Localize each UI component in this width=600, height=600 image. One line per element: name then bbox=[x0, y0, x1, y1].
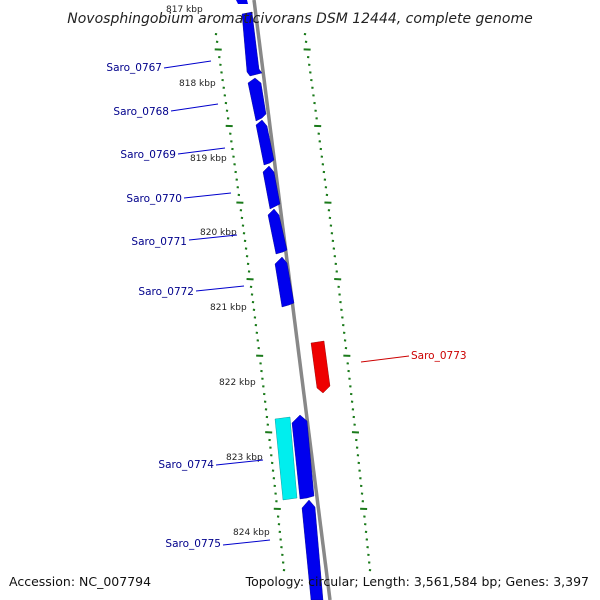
gene-arrow-pre-0767[interactable] bbox=[236, 0, 248, 4]
callout-saro-0773 bbox=[360, 355, 410, 363]
gene-arrow-saro-0769[interactable] bbox=[255, 119, 275, 166]
callout-saro-0768 bbox=[170, 103, 219, 112]
kbp-label-817: 817 kbp bbox=[166, 5, 203, 15]
gene-labels: Saro_0767 Saro_0768 Saro_0769 Saro_0770 … bbox=[106, 62, 466, 550]
accession-text: Accession: NC_007794 bbox=[9, 574, 151, 589]
gene-label-saro-0774[interactable]: Saro_0774 bbox=[158, 459, 214, 471]
callout-saro-0774 bbox=[215, 459, 264, 466]
kbp-labels: 817 kbp 818 kbp 819 kbp 820 kbp 821 kbp … bbox=[166, 5, 270, 538]
callout-saro-0772 bbox=[195, 285, 245, 292]
tick-row-outer bbox=[303, 33, 372, 572]
callout-saro-0769 bbox=[177, 147, 226, 155]
callout-saro-0767 bbox=[163, 60, 212, 69]
kbp-label-821: 821 kbp bbox=[210, 303, 247, 313]
kbp-label-819: 819 kbp bbox=[190, 154, 227, 164]
tick-row-inner bbox=[214, 33, 286, 572]
gene-label-saro-0769[interactable]: Saro_0769 bbox=[120, 149, 176, 161]
gene-label-saro-0770[interactable]: Saro_0770 bbox=[126, 193, 182, 205]
callout-saro-0775 bbox=[222, 539, 271, 546]
callout-saro-0771 bbox=[188, 234, 238, 241]
gene-label-saro-0768[interactable]: Saro_0768 bbox=[113, 106, 169, 118]
gene-label-saro-0771[interactable]: Saro_0771 bbox=[131, 236, 187, 248]
gene-arrow-saro-0774[interactable] bbox=[274, 416, 298, 501]
gene-label-saro-0773[interactable]: Saro_0773 bbox=[411, 350, 467, 362]
gene-arrow-saro-0772[interactable] bbox=[274, 256, 295, 308]
gene-arrow-saro-0768[interactable] bbox=[247, 77, 267, 122]
gene-features bbox=[236, 0, 331, 600]
map-title: Novosphingobium aromaticivorans DSM 1244… bbox=[67, 11, 532, 27]
gene-label-saro-0767[interactable]: Saro_0767 bbox=[106, 62, 162, 74]
gene-arrow-saro-0770[interactable] bbox=[262, 165, 281, 210]
gene-label-saro-0772[interactable]: Saro_0772 bbox=[138, 286, 194, 298]
kbp-label-824: 824 kbp bbox=[233, 528, 270, 538]
gene-arrow-saro-0775[interactable] bbox=[301, 499, 324, 600]
kbp-label-822: 822 kbp bbox=[219, 378, 256, 388]
gene-arrow-saro-0767[interactable] bbox=[241, 11, 263, 77]
callout-saro-0770 bbox=[183, 192, 232, 199]
gene-callouts bbox=[163, 60, 410, 546]
gene-arrow-saro-0774-strand[interactable] bbox=[291, 414, 315, 500]
kbp-label-823: 823 kbp bbox=[226, 453, 263, 463]
kbp-label-818: 818 kbp bbox=[179, 79, 216, 89]
topology-text: Topology: circular; Length: 3,561,584 bp… bbox=[245, 574, 589, 589]
gene-arrow-saro-0771[interactable] bbox=[267, 208, 288, 255]
kbp-label-820: 820 kbp bbox=[200, 228, 237, 238]
gene-label-saro-0775[interactable]: Saro_0775 bbox=[165, 538, 221, 550]
gene-arrow-saro-0773[interactable] bbox=[310, 340, 331, 394]
